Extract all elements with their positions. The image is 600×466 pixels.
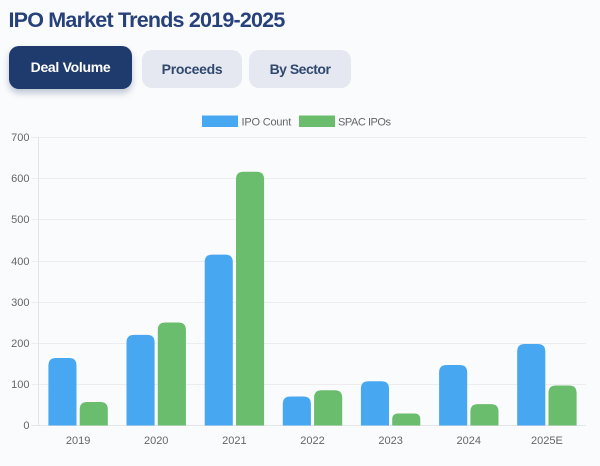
svg-text:2021: 2021: [222, 435, 246, 447]
svg-text:0: 0: [23, 420, 29, 432]
svg-text:2023: 2023: [378, 435, 402, 447]
svg-text:100: 100: [11, 379, 29, 391]
svg-text:500: 500: [11, 214, 29, 226]
svg-text:200: 200: [11, 338, 29, 350]
svg-text:2019: 2019: [66, 435, 90, 447]
svg-text:400: 400: [11, 256, 29, 268]
svg-text:600: 600: [11, 173, 29, 185]
svg-text:2024: 2024: [457, 435, 481, 447]
svg-text:SPAC IPOs: SPAC IPOs: [338, 117, 392, 129]
svg-text:2025E: 2025E: [531, 435, 563, 447]
svg-text:300: 300: [11, 297, 29, 309]
svg-text:IPO Count: IPO Count: [242, 117, 292, 129]
svg-text:2022: 2022: [300, 435, 324, 447]
svg-text:2020: 2020: [144, 435, 168, 447]
svg-text:700: 700: [11, 132, 29, 144]
